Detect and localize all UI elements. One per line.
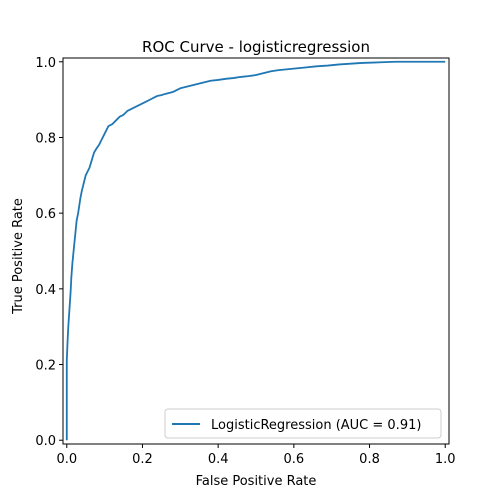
x-tick-label: 0.0 — [56, 452, 77, 467]
y-tick-label: 0.4 — [35, 283, 56, 298]
x-tick-label: 1.0 — [435, 452, 456, 467]
plot-area: 0.0 0.2 0.4 0.6 0.8 1.0 0.0 0.2 0.4 0.6 0.8 1.0 — [35, 56, 455, 467]
x-tick-label: 0.6 — [283, 452, 304, 467]
roc-curve-line — [65, 60, 446, 441]
x-tick-label: 0.2 — [132, 452, 153, 467]
y-axis-label: True Positive Rate — [11, 198, 26, 315]
y-tick-label: 0.0 — [35, 434, 56, 449]
plot-frame — [62, 57, 450, 445]
y-tick-label: 0.2 — [35, 359, 56, 374]
legend-label: LogisticRegression (AUC = 0.91) — [211, 418, 421, 433]
y-tick-label: 1.0 — [35, 56, 56, 71]
x-tick-label: 0.4 — [208, 452, 229, 467]
chart-title: ROC Curve - logisticregression — [142, 38, 370, 56]
legend: LogisticRegression (AUC = 0.91) — [164, 408, 442, 439]
x-axis-label: False Positive Rate — [196, 474, 317, 489]
legend-box — [164, 408, 442, 439]
x-tick-label: 0.8 — [359, 452, 380, 467]
y-tick-label: 0.8 — [35, 131, 56, 146]
y-tick-label: 0.6 — [35, 207, 56, 222]
